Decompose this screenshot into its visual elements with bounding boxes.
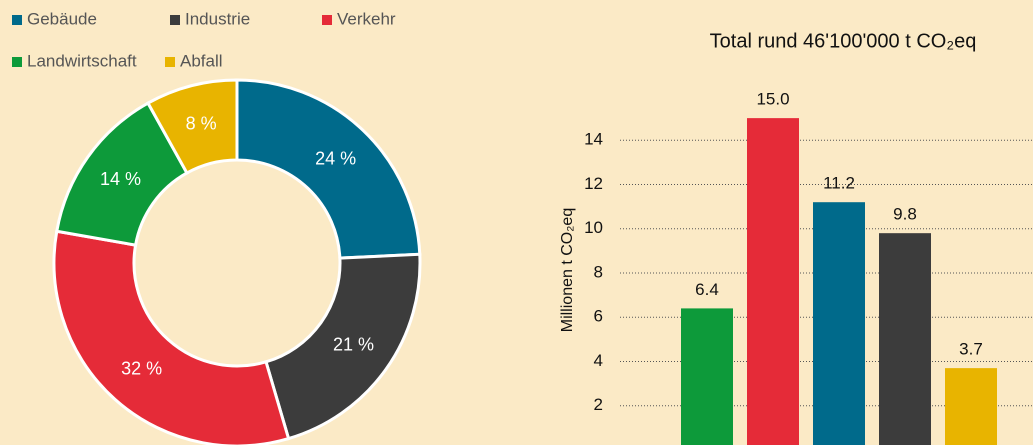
data-label: 3.7	[959, 340, 983, 359]
chart-title: Total rund 46'100'000 t CO₂eq	[710, 30, 977, 52]
data-label: 9.8	[893, 205, 917, 224]
y-tick-label: 10	[584, 218, 603, 237]
y-tick-label: 4	[594, 351, 603, 370]
y-tick-label: 6	[594, 307, 603, 326]
legend-label: Gebäude	[27, 9, 97, 28]
pie-slice	[145, 78, 239, 176]
legend-swatch	[165, 57, 175, 67]
slice-label: 14 %	[100, 169, 141, 189]
slice-label: 32 %	[121, 358, 162, 378]
data-label: 11.2	[823, 174, 855, 193]
bar	[681, 308, 733, 445]
y-tick-label: 8	[594, 262, 603, 281]
slice-label: 21 %	[333, 335, 374, 355]
pie-slice	[52, 229, 291, 445]
pie-slice	[264, 252, 422, 441]
data-label: 6.4	[695, 280, 719, 299]
bar	[945, 368, 997, 445]
legend-label: Verkehr	[337, 9, 396, 28]
bar	[813, 202, 865, 445]
legend-label: Industrie	[185, 9, 250, 28]
y-tick-label: 14	[584, 130, 603, 149]
slice-label: 24 %	[315, 148, 356, 168]
data-label: 15.0	[756, 90, 789, 109]
y-tick-label: 2	[594, 395, 603, 414]
legend-label: Landwirtschaft	[27, 51, 137, 70]
legend-swatch	[170, 15, 180, 25]
pie-slice	[235, 78, 422, 260]
y-tick-label: 12	[584, 174, 603, 193]
legend-label: Abfall	[180, 51, 223, 70]
slice-label: 8 %	[186, 113, 217, 133]
bar	[747, 118, 799, 445]
legend-swatch	[322, 15, 332, 25]
bar	[879, 233, 931, 445]
y-axis-label: Millionen t CO₂eq	[559, 208, 576, 332]
legend-swatch	[12, 15, 22, 25]
legend-swatch	[12, 57, 22, 67]
